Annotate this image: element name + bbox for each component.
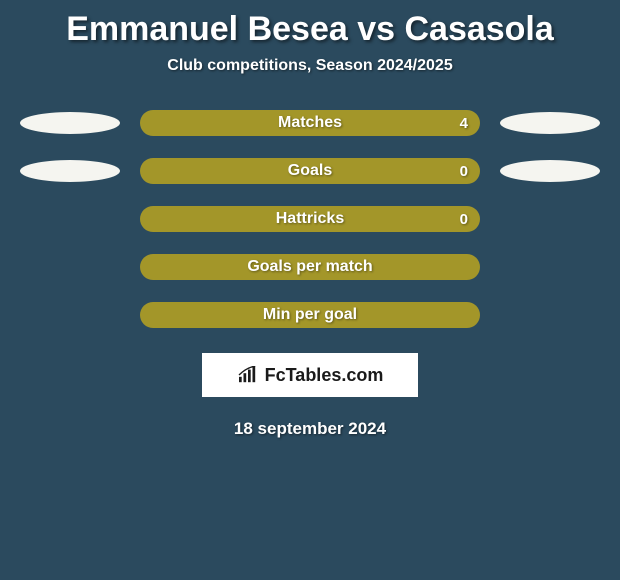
stat-row: Goals 0 bbox=[10, 158, 610, 184]
stat-bar: Goals per match bbox=[140, 254, 480, 280]
stat-bar: Matches 4 bbox=[140, 110, 480, 136]
player-left-marker bbox=[20, 112, 120, 134]
stat-bar: Min per goal bbox=[140, 302, 480, 328]
page-title: Emmanuel Besea vs Casasola bbox=[0, 10, 620, 49]
stat-bar: Hattricks 0 bbox=[140, 206, 480, 232]
stat-value: 0 bbox=[460, 163, 468, 180]
stat-label: Goals per match bbox=[247, 258, 372, 276]
stat-label: Min per goal bbox=[263, 306, 357, 324]
stat-row: Matches 4 bbox=[10, 110, 610, 136]
stats-area: Matches 4 Goals 0 Hattricks 0 bbox=[0, 110, 620, 328]
player-right-marker bbox=[500, 112, 600, 134]
player-right-marker bbox=[500, 160, 600, 182]
logo-content: FcTables.com bbox=[237, 365, 384, 386]
stat-label: Hattricks bbox=[276, 210, 344, 228]
subtitle: Club competitions, Season 2024/2025 bbox=[0, 57, 620, 75]
stat-row: Goals per match bbox=[10, 254, 610, 280]
stat-label: Goals bbox=[288, 162, 332, 180]
stat-row: Min per goal bbox=[10, 302, 610, 328]
player-left-marker bbox=[20, 160, 120, 182]
main-container: Emmanuel Besea vs Casasola Club competit… bbox=[0, 0, 620, 449]
chart-icon bbox=[237, 366, 259, 384]
stat-row: Hattricks 0 bbox=[10, 206, 610, 232]
stat-value: 0 bbox=[460, 211, 468, 228]
logo-box: FcTables.com bbox=[202, 353, 418, 397]
stat-value: 4 bbox=[460, 115, 468, 132]
logo-text: FcTables.com bbox=[265, 365, 384, 386]
date-text: 18 september 2024 bbox=[0, 419, 620, 439]
stat-bar: Goals 0 bbox=[140, 158, 480, 184]
stat-label: Matches bbox=[278, 114, 342, 132]
